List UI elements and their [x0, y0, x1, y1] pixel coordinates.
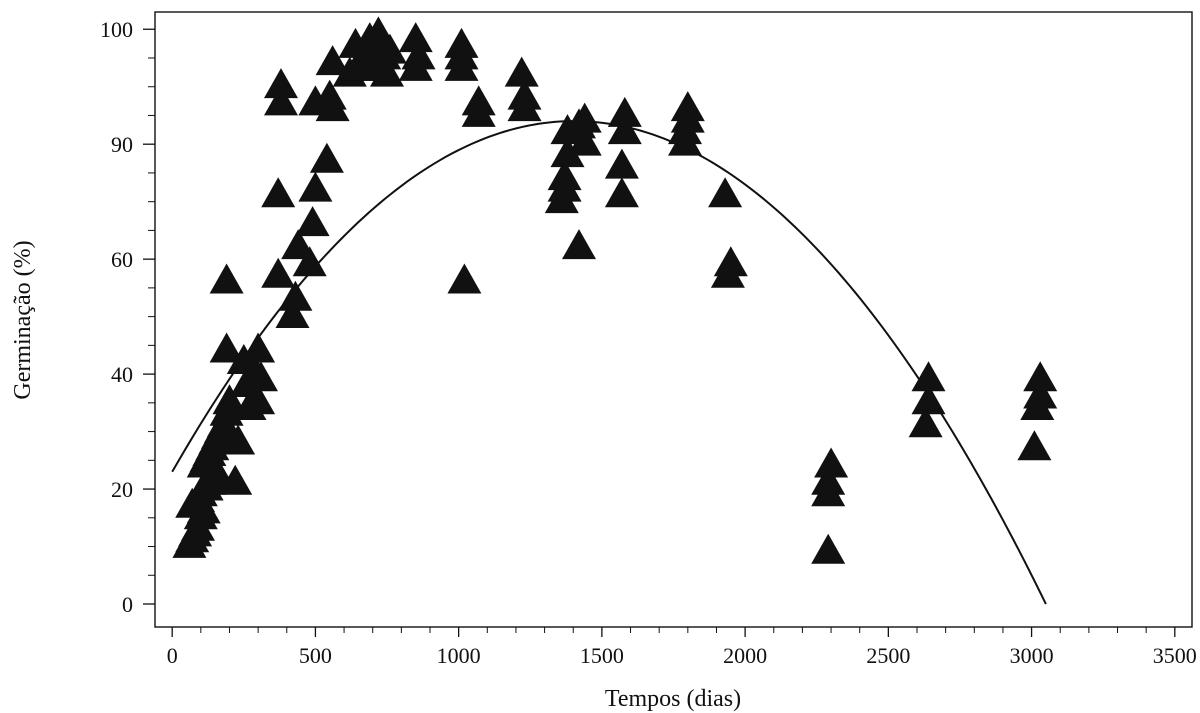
y-tick-label: 90 — [111, 132, 133, 157]
data-point — [607, 96, 642, 127]
data-point — [309, 142, 344, 173]
data-point — [209, 332, 244, 363]
y-tick-label: 100 — [100, 17, 133, 42]
data-point — [670, 91, 705, 122]
x-tick-label: 500 — [299, 643, 332, 668]
data-point — [1017, 430, 1052, 461]
data-point — [241, 332, 276, 363]
data-point — [604, 148, 639, 179]
data-point — [567, 102, 602, 133]
x-axis-label: Tempos (dias) — [605, 686, 741, 712]
y-tick-label: 60 — [111, 247, 133, 272]
data-point — [908, 407, 943, 438]
y-tick-label: 40 — [111, 362, 133, 387]
data-point — [708, 177, 743, 208]
data-point — [401, 39, 436, 70]
data-point — [221, 424, 256, 455]
x-tick-label: 2000 — [723, 643, 767, 668]
data-points — [172, 16, 1058, 564]
data-point — [398, 22, 433, 53]
y-tick-label: 20 — [111, 477, 133, 502]
y-axis-label: Germinação (%) — [10, 240, 36, 399]
data-point — [261, 177, 296, 208]
data-point — [264, 85, 298, 116]
data-point — [298, 171, 333, 202]
data-point — [209, 263, 244, 294]
data-point — [1023, 361, 1058, 392]
x-tick-label: 1500 — [580, 643, 624, 668]
data-point — [278, 280, 313, 311]
data-point — [567, 125, 602, 156]
data-point — [461, 85, 496, 116]
data-point — [275, 298, 310, 328]
data-point — [1023, 378, 1058, 409]
data-point — [295, 206, 330, 237]
data-point — [447, 263, 482, 294]
x-axis: 0 500 1000 1500 2000 2500 3000 3500 — [167, 627, 1197, 668]
data-point — [507, 79, 542, 110]
data-point — [607, 114, 642, 145]
data-point — [370, 56, 404, 87]
data-point — [315, 91, 350, 122]
data-point — [372, 33, 407, 64]
data-point — [911, 361, 946, 392]
data-point — [244, 361, 278, 392]
data-point — [212, 384, 247, 415]
data-point — [261, 257, 296, 288]
data-point — [241, 384, 276, 415]
data-point — [264, 68, 298, 99]
data-point — [218, 464, 253, 495]
data-point — [550, 137, 585, 168]
x-tick-label: 2500 — [866, 643, 910, 668]
data-point — [814, 447, 849, 478]
data-point — [444, 27, 479, 58]
data-point — [315, 45, 350, 76]
data-point — [547, 160, 582, 191]
data-point — [562, 229, 596, 260]
x-tick-label: 3000 — [1010, 643, 1054, 668]
y-tick-label: 0 — [122, 592, 133, 617]
data-point — [811, 533, 846, 564]
data-point — [713, 246, 748, 277]
data-point — [604, 177, 639, 208]
data-point — [292, 246, 327, 277]
x-tick-label: 0 — [167, 643, 178, 668]
y-axis: 0 20 40 60 90 100 — [100, 17, 155, 617]
data-point — [811, 464, 846, 495]
x-tick-label: 3500 — [1153, 643, 1197, 668]
data-point — [911, 384, 946, 415]
data-point — [504, 56, 539, 87]
plot-frame — [154, 11, 1193, 628]
x-tick-label: 1000 — [437, 643, 481, 668]
